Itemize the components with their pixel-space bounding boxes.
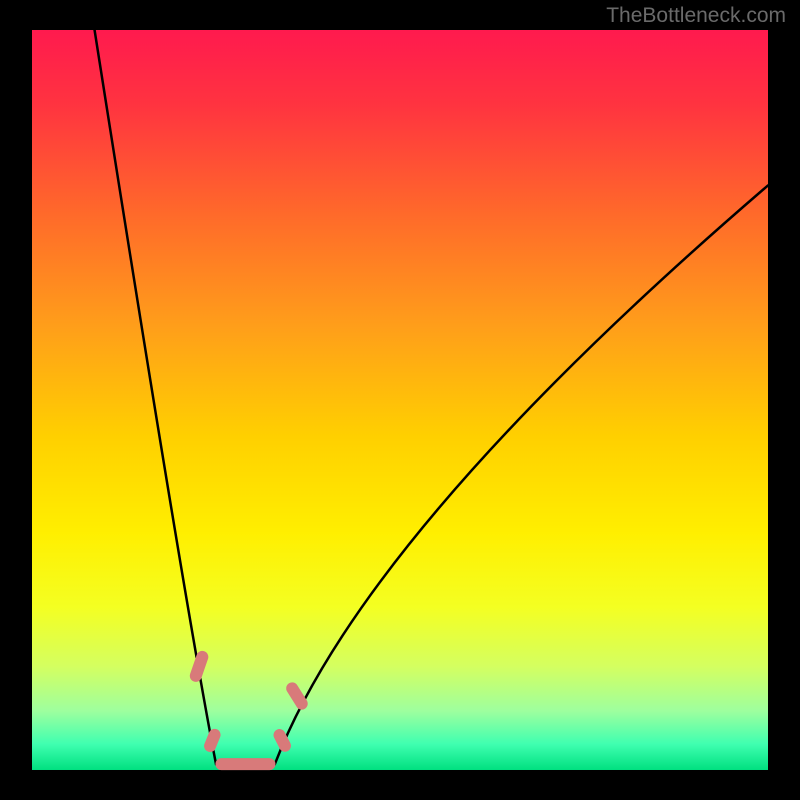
bottleneck-chart <box>0 0 800 800</box>
chart-container: TheBottleneck.com <box>0 0 800 800</box>
watermark-text: TheBottleneck.com <box>606 4 786 28</box>
plot-area <box>32 30 768 770</box>
chain-link <box>215 758 275 770</box>
